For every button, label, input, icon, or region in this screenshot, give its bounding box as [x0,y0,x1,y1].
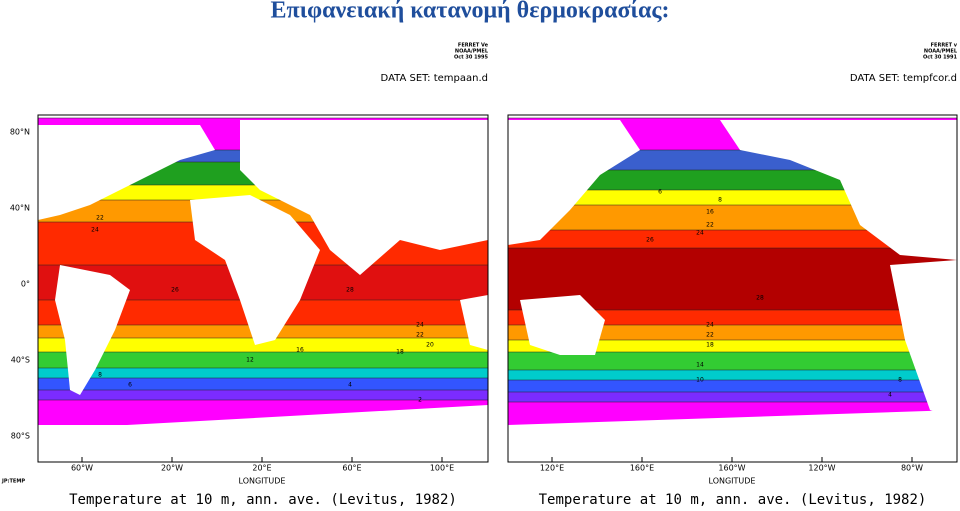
contour-label: 4 [348,382,352,389]
contour-label: 6 [128,382,132,389]
lat-label: 80°S [11,432,30,441]
contour-label: 18 [706,342,714,349]
caption: Temperature at 10 m, ann. ave. (Levitus,… [539,492,927,508]
contour-label: 4 [888,392,892,399]
temp-band [508,340,957,352]
caption: Temperature at 10 m, ann. ave. (Levitus,… [69,492,457,508]
land [38,125,215,220]
lat-label: 0° [21,280,30,289]
lon-label: 100°E [430,464,454,473]
contour-label: 24 [696,230,704,237]
contour-label: 16 [706,209,714,216]
map-frame [37,114,489,463]
temp-band [508,370,957,380]
contour-label: 18 [396,349,404,356]
temp-band [508,392,957,402]
land [55,265,130,395]
header-line: FERRET v [931,43,958,49]
lon-label: 160°W [718,464,745,473]
contour-label: 6 [658,189,662,196]
contour-label: 20 [426,342,434,349]
temp-band [38,338,488,352]
temp-band [38,368,488,378]
lon-label: 60°E [342,464,361,473]
contour-label: 8 [98,372,102,379]
lon-label: 120°E [540,464,564,473]
temp-band [508,190,957,205]
land [460,295,488,350]
plot-id: JP:TEMP [1,479,25,485]
contour-label: 24 [91,227,99,234]
contour-label: 8 [898,377,902,384]
contour-label: 26 [171,287,179,294]
contour-label: 8 [718,197,722,204]
contour-label: 22 [416,332,424,339]
contour-label: 2 [418,397,422,404]
temp-band [508,352,957,370]
dataset: DATA SET: tempfcor.d [850,73,957,84]
temp-band [38,390,488,400]
lon-label: 20°E [252,464,271,473]
lon-label: 80°W [901,464,923,473]
header-line: NOAA/PMEL [455,49,489,55]
axis-label: LONGITUDE [709,477,756,486]
contour-label: 22 [96,215,104,222]
land [890,260,957,420]
temp-band [508,380,957,392]
contour-label: 10 [696,377,704,384]
temp-band [508,310,957,325]
land [240,120,488,275]
lat-label: 40°S [11,356,30,365]
title: Επιφανειακή κατανομή θερμοκρασίας: [271,0,670,24]
temp-band [38,378,488,390]
axis-label: LONGITUDE [239,477,286,486]
land [38,405,488,462]
header-line: FERRET Ve [458,43,489,49]
contour-label: 16 [296,347,304,354]
contour-label: 26 [646,237,654,244]
contour-label: 14 [696,362,704,369]
lat-label: 40°N [10,204,30,213]
temp-band [508,230,957,248]
temp-band [508,325,957,340]
land [190,195,320,345]
map [38,115,488,462]
contour-label: 22 [706,332,714,339]
header-line: Oct 30 1991 [923,55,957,61]
lat-label: 80°N [10,128,30,137]
land [720,120,957,260]
temp-band [38,352,488,368]
lon-label: 160°E [630,464,654,473]
lon-label: 120°W [808,464,835,473]
header-line: Oct 30 1995 [454,55,488,61]
header-line: NOAA/PMEL [924,49,958,55]
map [508,115,957,462]
lon-label: 60°W [71,464,93,473]
contour-label: 24 [416,322,424,329]
lon-label: 20°W [161,464,183,473]
land [520,295,605,355]
contour-label: 28 [346,287,354,294]
contour-label: 22 [706,222,714,229]
dataset: DATA SET: tempaan.d [381,73,488,84]
land [508,120,640,245]
contour-label: 28 [756,295,764,302]
land [508,410,957,462]
contour-label: 24 [706,322,714,329]
contour-label: 12 [246,357,254,364]
